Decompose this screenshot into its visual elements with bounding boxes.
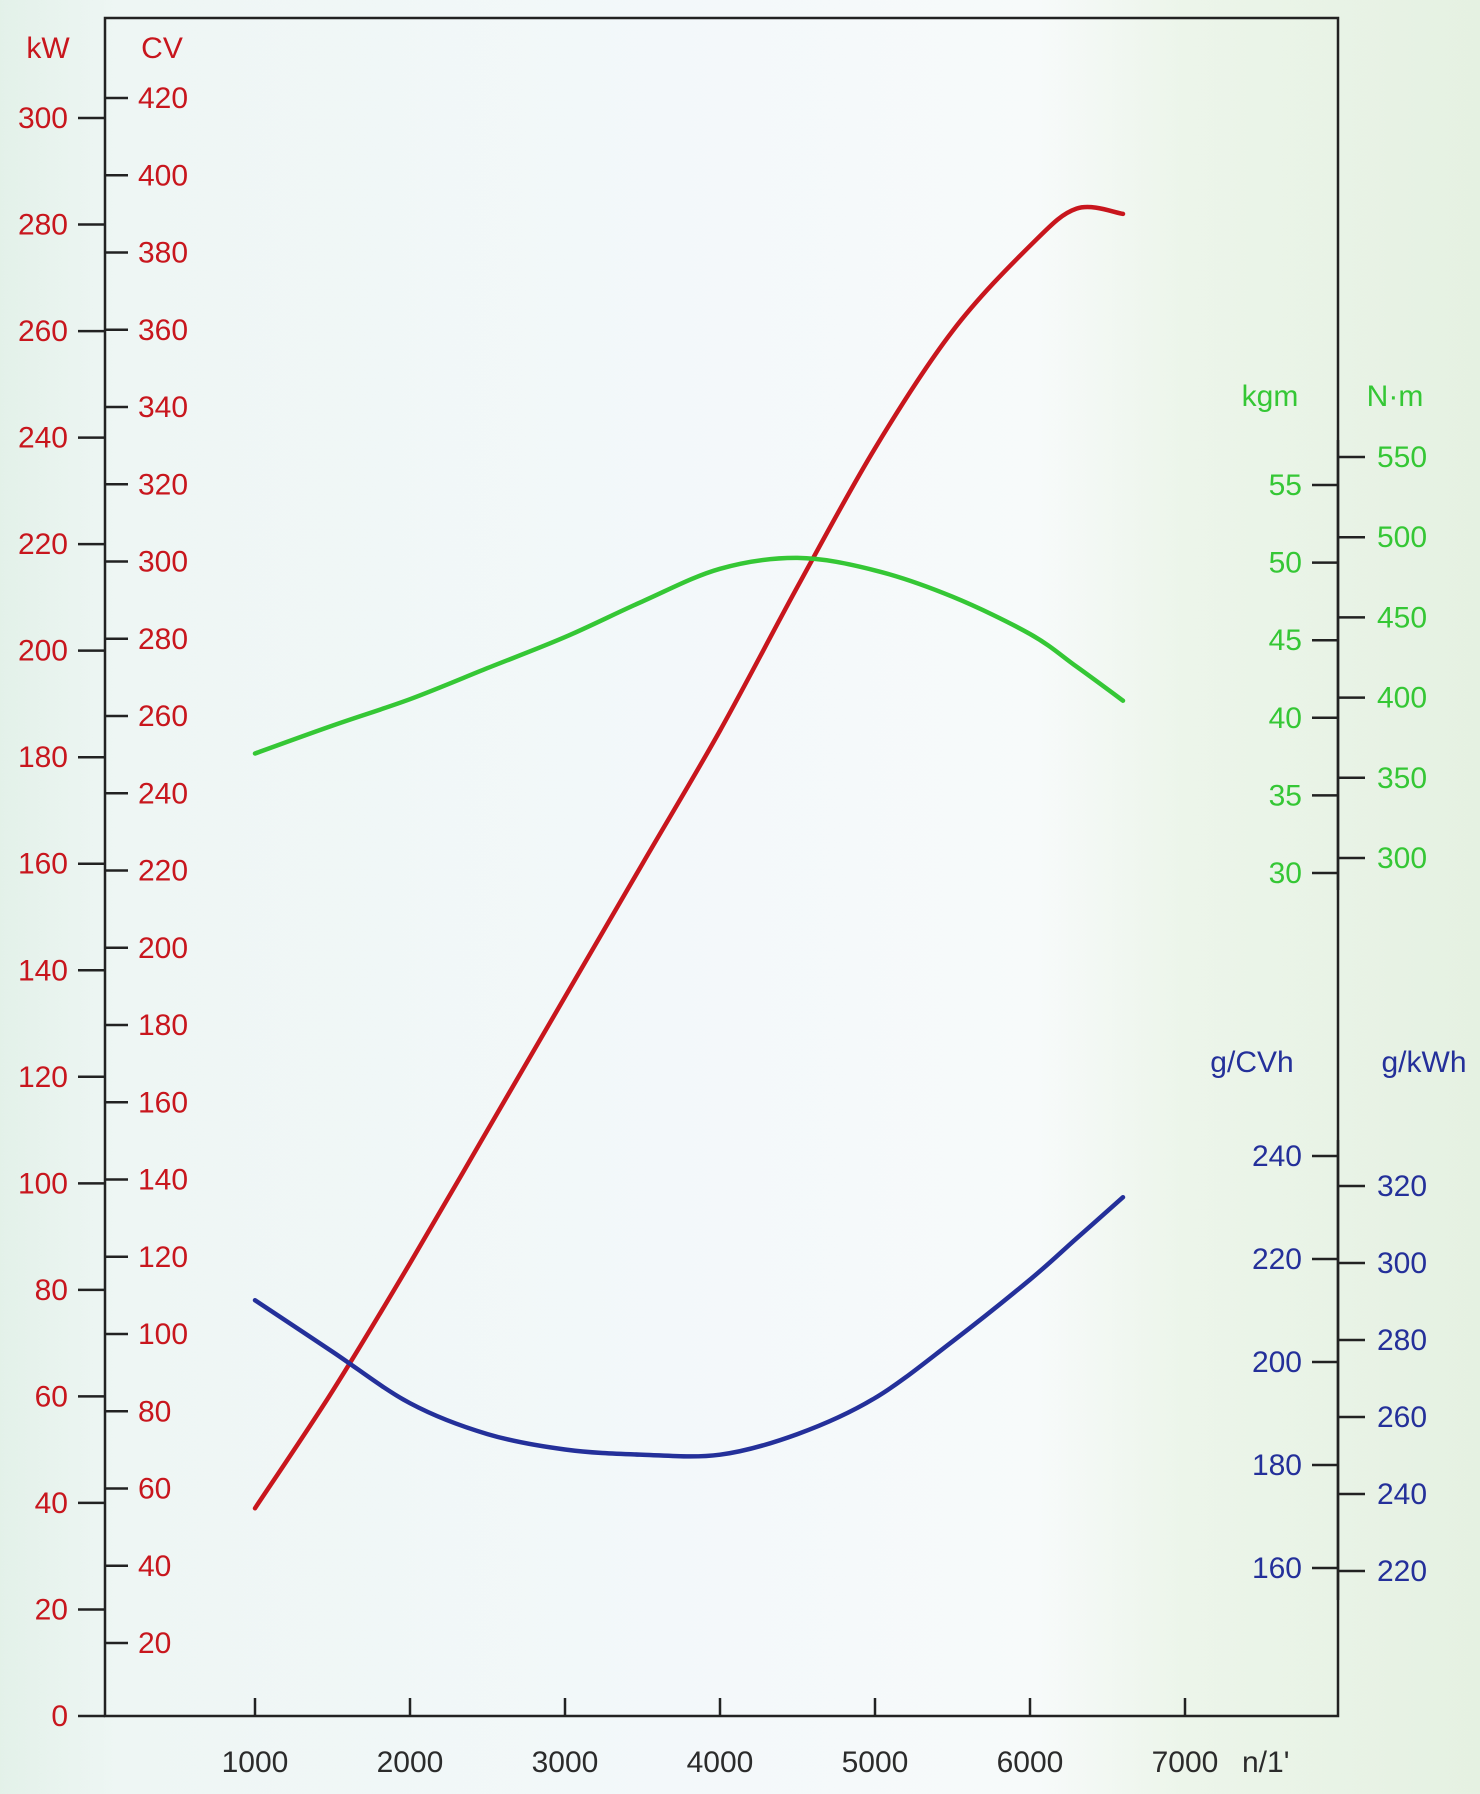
kw-tick-label: 220	[18, 528, 68, 561]
gkwh-tick-label: 220	[1377, 1555, 1427, 1588]
torque-curve	[252, 555, 1126, 756]
x-tick-label: 4000	[687, 1746, 754, 1779]
gkwh-tick-label: 300	[1377, 1247, 1427, 1280]
kw-tick-label: 80	[35, 1274, 68, 1307]
gcvh-tick-label: 240	[1252, 1140, 1302, 1173]
kgm-tick-label: 55	[1269, 469, 1302, 502]
nm-unit-label: N·m	[1367, 380, 1424, 413]
cv-tick-label: 280	[138, 623, 188, 656]
gcvh-unit-label: g/CVh	[1210, 1046, 1293, 1079]
x-tick-label: 5000	[842, 1746, 909, 1779]
kgm-tick-label: 50	[1269, 547, 1302, 580]
kw-tick-label: 240	[18, 422, 68, 455]
cv-tick-label: 80	[138, 1395, 171, 1428]
nm-tick-label: 350	[1377, 762, 1427, 795]
power-curve	[252, 204, 1126, 1511]
kw-tick-label: 200	[18, 635, 68, 668]
cv-tick-label: 380	[138, 237, 188, 270]
nm-tick-label: 300	[1377, 842, 1427, 875]
kgm-tick-label: 45	[1269, 624, 1302, 657]
gkwh-tick-label: 240	[1377, 1478, 1427, 1511]
cv-tick-label: 60	[138, 1473, 171, 1506]
kw-tick-label: 280	[18, 209, 68, 242]
kgm-tick-label: 30	[1269, 857, 1302, 890]
cv-tick-label: 260	[138, 700, 188, 733]
gcvh-tick-label: 180	[1252, 1449, 1302, 1482]
cv-unit-label: CV	[141, 32, 183, 65]
kw-tick-label: 100	[18, 1167, 68, 1200]
gkwh-tick-label: 260	[1377, 1401, 1427, 1434]
plot-frame	[103, 16, 1340, 1718]
kw-tick-label: 60	[35, 1380, 68, 1413]
cv-tick-label: 220	[138, 855, 188, 888]
kw-tick-label: 140	[18, 954, 68, 987]
kgm-tick-label: 40	[1269, 702, 1302, 735]
cv-tick-label: 180	[138, 1009, 188, 1042]
cv-tick-label: 140	[138, 1164, 188, 1197]
nm-tick-label: 500	[1377, 521, 1427, 554]
x-tick-label: 2000	[377, 1746, 444, 1779]
cv-tick-label: 420	[138, 82, 188, 115]
cv-tick-label: 360	[138, 314, 188, 347]
nm-tick-label: 400	[1377, 682, 1427, 715]
kw-tick-label: 160	[18, 848, 68, 881]
gkwh-tick-label: 320	[1377, 1170, 1427, 1203]
kgm-unit-label: kgm	[1242, 380, 1299, 413]
consumption-curve	[252, 1194, 1126, 1459]
gkwh-unit-label: g/kWh	[1381, 1046, 1466, 1079]
x-axis-label: n/1'	[1242, 1746, 1289, 1779]
cv-tick-label: 160	[138, 1086, 188, 1119]
nm-tick-label: 550	[1377, 441, 1427, 474]
kw-tick-label: 260	[18, 315, 68, 348]
cv-tick-label: 200	[138, 932, 188, 965]
kw-tick-label: 300	[18, 102, 68, 135]
x-tick-label: 3000	[532, 1746, 599, 1779]
kw-tick-label: 20	[35, 1593, 68, 1626]
cv-tick-label: 340	[138, 391, 188, 424]
nm-tick-label: 450	[1377, 601, 1427, 634]
gcvh-tick-label: 160	[1252, 1552, 1302, 1585]
cv-tick-label: 20	[138, 1627, 171, 1660]
kgm-tick-label: 35	[1269, 779, 1302, 812]
x-tick-label: 6000	[997, 1746, 1064, 1779]
cv-tick-label: 40	[138, 1550, 171, 1583]
cv-tick-label: 100	[138, 1318, 188, 1351]
cv-tick-label: 320	[138, 468, 188, 501]
x-tick-label: 1000	[222, 1746, 289, 1779]
gcvh-tick-label: 220	[1252, 1243, 1302, 1276]
kw-tick-label: 120	[18, 1061, 68, 1094]
cv-tick-label: 240	[138, 777, 188, 810]
gcvh-tick-label: 200	[1252, 1346, 1302, 1379]
kw-tick-label: 40	[35, 1487, 68, 1520]
cv-tick-label: 120	[138, 1241, 188, 1274]
cv-tick-label: 300	[138, 546, 188, 579]
kw-tick-label: 0	[51, 1700, 68, 1733]
cv-tick-label: 400	[138, 159, 188, 192]
gkwh-tick-label: 280	[1377, 1324, 1427, 1357]
kw-unit-label: kW	[26, 32, 70, 65]
x-tick-label: 7000	[1152, 1746, 1219, 1779]
kw-tick-label: 180	[18, 741, 68, 774]
